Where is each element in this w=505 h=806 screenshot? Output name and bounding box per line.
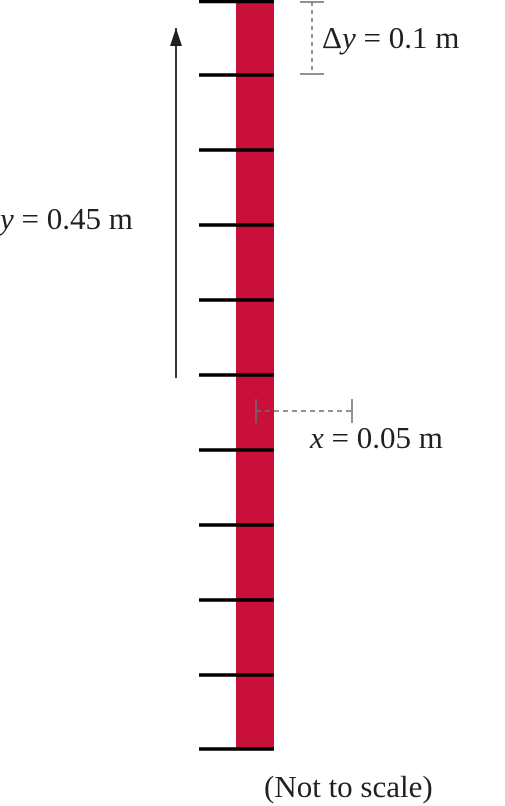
- y-equals: =: [14, 201, 47, 236]
- y-var: y: [0, 201, 14, 236]
- delta-y-value: 0.1 m: [389, 20, 460, 55]
- x-equals: =: [324, 420, 357, 455]
- y-label: y = 0.45 m: [0, 201, 133, 236]
- y-value: 0.45 m: [47, 201, 133, 236]
- tick-marks: [199, 0, 274, 751]
- not-to-scale-note: (Not to scale): [264, 769, 433, 804]
- delta-y-label: Δy = 0.1 m: [322, 20, 459, 55]
- x-bracket: [255, 399, 353, 423]
- delta-y-equals: =: [356, 20, 389, 55]
- x-var: x: [309, 420, 324, 455]
- delta-y-var: y: [339, 20, 356, 55]
- x-value: 0.05 m: [357, 420, 443, 455]
- delta-y-bracket: [300, 1, 324, 75]
- x-label: x = 0.05 m: [309, 420, 443, 455]
